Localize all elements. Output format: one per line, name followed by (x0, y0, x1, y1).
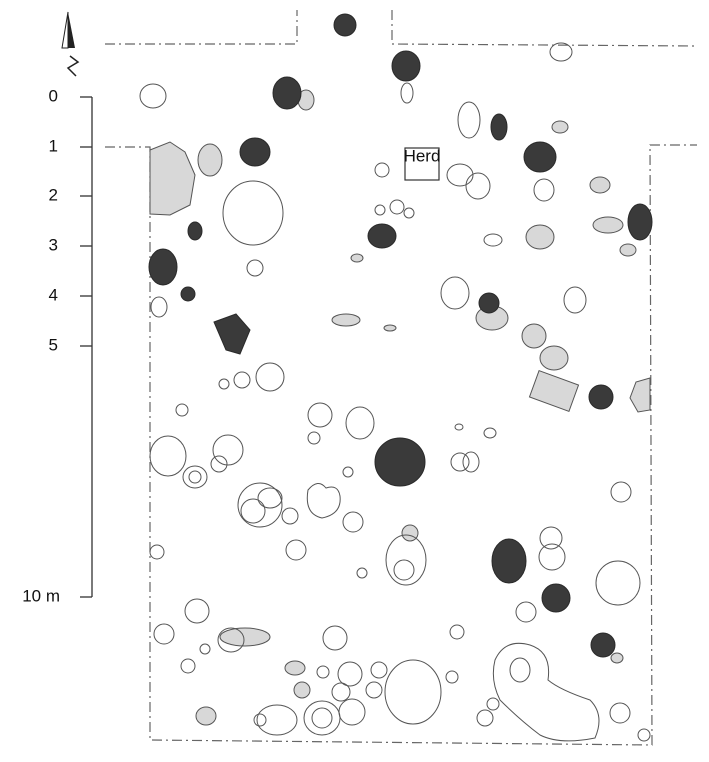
post-holes (139, 42, 651, 742)
north-arrow (61, 11, 80, 77)
scale-label: 10 m (22, 586, 60, 605)
hearth-label: Herd (404, 146, 441, 165)
scale-label: 0 (49, 86, 58, 105)
scale-label: 2 (49, 185, 58, 204)
hearth: Herd (404, 146, 441, 181)
stone-features (149, 89, 651, 726)
trench-boundary (105, 10, 698, 746)
scale-label: 4 (49, 285, 58, 304)
scale-bar: 0 1 2 3 4 5 10 m (22, 86, 93, 605)
scale-label: 5 (49, 335, 58, 354)
scale-label: 3 (49, 235, 58, 254)
pit-features (148, 13, 653, 658)
scale-label: 1 (49, 136, 58, 155)
